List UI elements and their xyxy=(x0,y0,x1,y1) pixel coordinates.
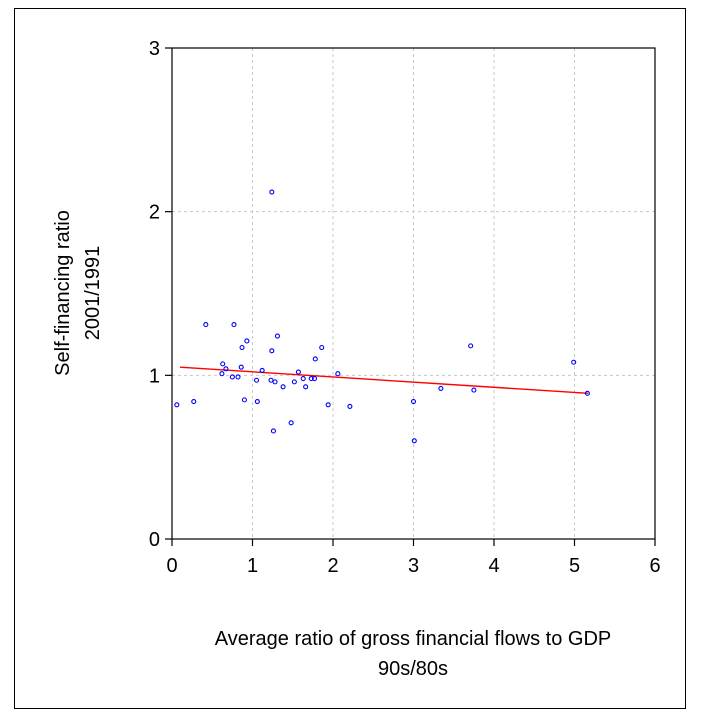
data-point xyxy=(312,356,318,362)
data-point xyxy=(244,338,250,344)
data-point xyxy=(410,398,417,405)
data-point xyxy=(223,366,229,372)
data-points xyxy=(174,189,590,444)
x-tick-label: 6 xyxy=(649,555,660,577)
data-point xyxy=(241,397,247,403)
data-point xyxy=(270,428,276,434)
data-point xyxy=(347,403,353,409)
data-point xyxy=(231,322,237,328)
x-tick-label: 1 xyxy=(247,555,258,577)
data-point xyxy=(471,387,477,393)
data-point xyxy=(203,322,209,328)
x-tick-label: 0 xyxy=(166,555,177,577)
axis-labels: 0 1 2 3 4 5 6 0 1 2 3 Average ratio of gross financ… xyxy=(52,38,661,680)
data-point xyxy=(239,344,245,351)
data-point xyxy=(335,371,341,377)
y-axis-subtitle: 2001/1991 xyxy=(82,246,104,341)
x-axis-title: Average ratio of gross financial flows t… xyxy=(215,628,611,650)
y-tick-label: 0 xyxy=(149,529,160,551)
data-point xyxy=(238,364,244,370)
data-point xyxy=(268,377,274,383)
data-point xyxy=(191,398,197,405)
y-axis-title: Self-financing ratio xyxy=(52,210,74,376)
data-point xyxy=(468,343,474,349)
data-point xyxy=(220,361,226,367)
data-point xyxy=(571,359,577,365)
x-tick-label: 5 xyxy=(569,555,580,577)
data-point xyxy=(325,402,331,408)
y-tick-label: 1 xyxy=(149,365,160,387)
chart-frame: 0 1 2 3 4 5 6 0 1 2 3 Average ratio of gross financ… xyxy=(14,8,686,709)
fit-line xyxy=(180,366,589,395)
data-point xyxy=(300,376,306,382)
data-point xyxy=(303,384,309,390)
x-tick-label: 2 xyxy=(327,555,338,577)
data-point xyxy=(219,371,225,377)
data-point xyxy=(319,344,325,351)
y-tick-label: 3 xyxy=(149,38,160,60)
data-point xyxy=(253,377,260,383)
data-point xyxy=(291,379,297,385)
x-axis-subtitle: 90s/80s xyxy=(378,658,448,680)
data-point xyxy=(269,189,275,195)
data-point xyxy=(259,367,265,373)
data-point xyxy=(295,369,301,375)
data-point xyxy=(235,374,241,380)
data-point xyxy=(269,348,275,354)
data-point xyxy=(254,398,260,405)
data-point xyxy=(274,333,281,339)
data-point xyxy=(229,374,235,380)
data-point xyxy=(174,402,180,408)
data-point xyxy=(411,438,417,444)
data-point xyxy=(272,379,278,385)
x-tick-label: 3 xyxy=(408,555,419,577)
y-tick-label: 2 xyxy=(149,202,160,224)
axis-ticks xyxy=(165,47,656,546)
data-point xyxy=(288,420,294,426)
data-point xyxy=(280,384,286,390)
grid-lines xyxy=(172,48,655,539)
data-point xyxy=(438,385,444,391)
scatter-chart: 0 1 2 3 4 5 6 0 1 2 3 Average ratio of gross financ… xyxy=(52,38,661,680)
fit-line-group xyxy=(180,366,589,395)
x-tick-label: 4 xyxy=(488,555,499,577)
data-point xyxy=(308,376,314,382)
data-point xyxy=(584,390,590,396)
data-point xyxy=(311,376,318,382)
